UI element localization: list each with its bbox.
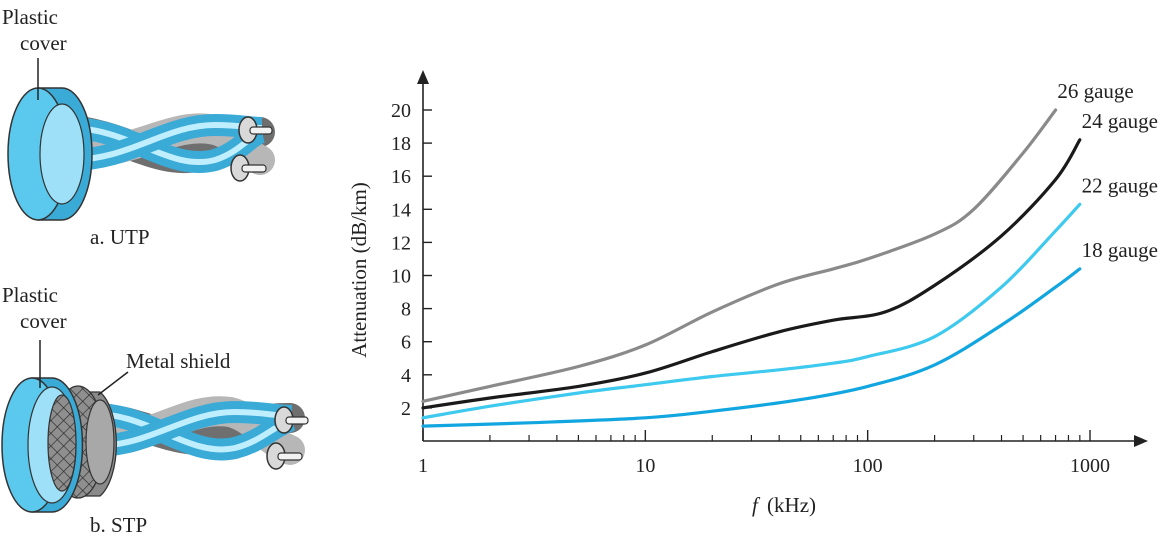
utp-cable-illustration: Plastic cover a. UTP [2,5,275,249]
stp-wire-blue-1-hl [94,411,293,453]
chart-series [421,108,1082,428]
utp-conductor-top [249,126,273,135]
series-label-24-gauge: 24 gauge [1082,109,1158,133]
x-axis-title-unit: (kHz) [767,493,816,517]
y-tick-label: 12 [391,232,411,254]
utp-caption: a. UTP [90,225,150,249]
chart-axes [417,70,1148,447]
x-tick-label: 10 [635,455,655,477]
series-labels: 26 gauge 24 gauge 22 gauge 18 gauge [1057,79,1158,262]
stp-cover-label-2: cover [20,309,67,333]
y-tick-label: 8 [401,299,411,321]
stp-shield-leader-line [97,371,129,396]
y-tick-label: 10 [391,266,411,288]
stp-conductor-top [285,416,309,425]
y-axis-ticks: 2 4 6 8 10 12 14 16 18 20 [391,100,432,420]
series-line-22-gauge [421,202,1082,420]
y-tick-label: 6 [401,332,411,354]
series-line-18-gauge [421,267,1082,428]
x-axis-ticks: 1 10 100 1000 [418,430,1110,477]
y-tick-label: 20 [391,100,411,122]
stp-conductor-bottom [277,452,303,461]
stp-metal-shield-face [85,399,115,485]
series-label-22-gauge: 22 gauge [1082,173,1158,197]
x-tick-label: 100 [853,455,883,477]
x-axis-title: f (kHz) [752,493,816,517]
x-tick-label: 1000 [1070,455,1110,477]
x-axis-title-symbol: f [752,493,761,517]
stp-shield-label: Metal shield [126,349,231,373]
stp-plastic-cover-hole [47,394,77,492]
series-line-26-gauge [421,108,1058,403]
x-tick-label: 1 [418,455,428,477]
series-label-18-gauge: 18 gauge [1082,238,1158,262]
stp-caption: b. STP [90,513,147,537]
y-tick-label: 2 [401,398,411,420]
utp-plastic-cover-face [39,103,85,205]
utp-cover-label-2: cover [20,31,67,55]
series-label-26-gauge: 26 gauge [1057,79,1133,103]
y-axis-arrowhead [417,70,429,84]
utp-conductor-bottom [241,164,267,173]
y-tick-label: 18 [391,133,411,155]
y-tick-label: 14 [391,199,411,221]
y-tick-label: 16 [391,166,411,188]
series-line-24-gauge [421,138,1082,410]
utp-cover-label-1: Plastic [2,5,58,29]
stp-cover-label-1: Plastic [2,283,58,307]
y-tick-label: 4 [401,365,411,387]
y-axis-title: Attenuation (dB/km) [347,182,371,358]
stp-wire-blue-2-hl [94,408,293,449]
attenuation-chart: 2 4 6 8 10 12 14 16 18 20 1 10 100 1000 26 gauge 24 g… [347,70,1158,517]
x-axis-arrowhead [1134,435,1148,447]
stp-cable-illustration: Plastic cover Metal shield b. STP [1,283,309,537]
